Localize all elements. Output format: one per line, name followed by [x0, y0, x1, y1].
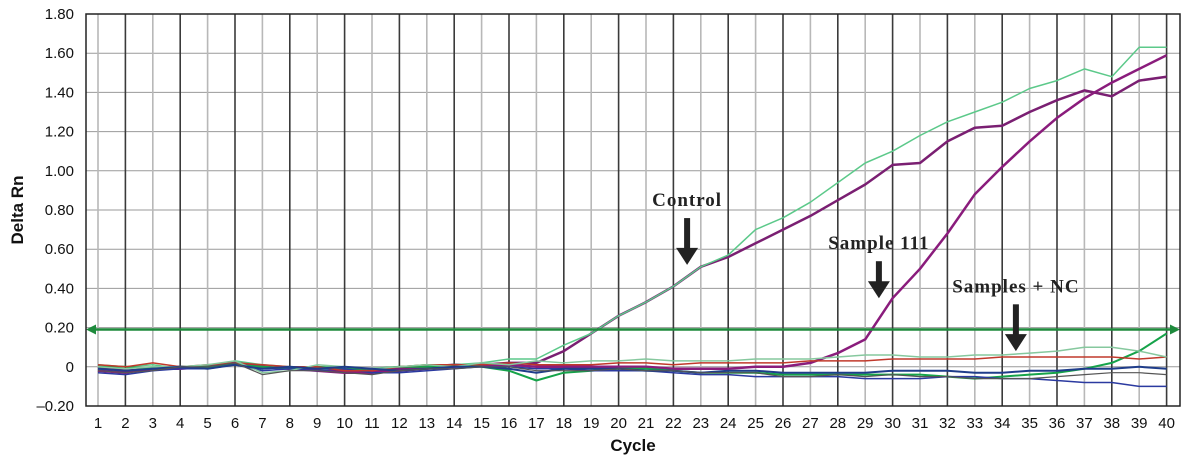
x-tick-label: 9 [313, 415, 321, 432]
annotation-layer: Control Sample 111 Samples + NC [652, 190, 1079, 352]
x-tick-label: 38 [1103, 415, 1120, 432]
x-tick-label: 24 [720, 415, 737, 432]
y-tick-label: 1.00 [45, 163, 74, 180]
threshold-arrow-right [1170, 324, 1180, 335]
x-tick-label: 19 [583, 415, 600, 432]
x-tick-label: 31 [912, 415, 929, 432]
annotation-arrow-head [1004, 334, 1027, 352]
x-tick-label: 12 [391, 415, 408, 432]
y-tick-label: 1.80 [45, 6, 74, 23]
annotation-label: Control [652, 190, 722, 211]
y-tick-label: 1.40 [45, 84, 74, 101]
x-tick-label: 2 [121, 415, 129, 432]
x-tick-label: 10 [336, 415, 353, 432]
annotation-arrow-head [867, 281, 890, 299]
y-tick-label: 0.20 [45, 320, 74, 337]
series-line-9 [97, 362, 1167, 380]
x-tick-label: 21 [638, 415, 655, 432]
x-axis-title: Cycle [610, 436, 655, 455]
annotation-label: Sample 111 [828, 233, 929, 254]
x-tick-label: 34 [994, 415, 1011, 432]
x-tick-label: 4 [176, 415, 184, 432]
y-tick-label: 0.80 [45, 202, 74, 219]
x-tick-label: 17 [528, 415, 545, 432]
x-tick-label: 18 [555, 415, 572, 432]
x-tick-label: 29 [857, 415, 874, 432]
x-tick-label: 36 [1049, 415, 1066, 432]
x-axis-ticks: 1 2 3 4 5 6 7 8 9 10 11 12 13 14 15 16 17 18 19 20 21 22 23 24 2… [94, 415, 1175, 432]
x-tick-label: 11 [364, 415, 380, 432]
x-tick-label: 23 [692, 415, 709, 432]
x-tick-label: 5 [203, 415, 211, 432]
x-tick-label: 3 [149, 415, 157, 432]
series-line-7 [97, 346, 1167, 374]
x-tick-label: 16 [501, 415, 518, 432]
x-tick-label: 26 [775, 415, 792, 432]
annotation-arrow-shaft [1012, 304, 1019, 336]
annotation-arrow-shaft [875, 261, 882, 283]
y-tick-label: –0.20 [36, 398, 74, 415]
x-tick-label: 27 [802, 415, 819, 432]
x-tick-label: 25 [747, 415, 764, 432]
annotation-label: Samples + NC [952, 276, 1079, 297]
y-tick-label: 0.60 [45, 241, 74, 258]
plot-border [85, 13, 1181, 407]
x-tick-label: 32 [939, 415, 956, 432]
x-tick-label: 13 [418, 415, 435, 432]
y-axis-ticks: 1.80 1.60 1.40 1.20 1.00 0.80 0.60 0.40 0.20 0 –0.… [36, 6, 74, 415]
x-tick-label: 14 [446, 415, 463, 432]
x-tick-label: 35 [1021, 415, 1038, 432]
x-tick-label: 30 [884, 415, 901, 432]
x-tick-label: 33 [966, 415, 983, 432]
x-tick-label: 39 [1131, 415, 1148, 432]
y-axis-title: Delta Rn [8, 176, 27, 245]
x-tick-label: 22 [665, 415, 682, 432]
x-tick-label: 6 [231, 415, 239, 432]
y-tick-label: 1.20 [45, 124, 74, 141]
y-tick-label: 0.40 [45, 280, 74, 297]
annotation-arrow-head [676, 247, 699, 265]
x-tick-label: 40 [1158, 415, 1175, 432]
x-tick-label: 1 [94, 415, 102, 432]
x-tick-label: 37 [1076, 415, 1093, 432]
x-tick-label: 15 [473, 415, 490, 432]
annotation-arrow-shaft [684, 218, 691, 249]
x-tick-label: 28 [829, 415, 846, 432]
series-layer [97, 46, 1168, 388]
y-tick-label: 0 [66, 359, 74, 376]
y-tick-label: 1.60 [45, 45, 74, 62]
x-tick-label: 8 [286, 415, 294, 432]
x-tick-label: 20 [610, 415, 627, 432]
threshold-arrow-left [86, 324, 96, 335]
x-tick-label: 7 [258, 415, 266, 432]
series-line-6 [97, 356, 1167, 372]
